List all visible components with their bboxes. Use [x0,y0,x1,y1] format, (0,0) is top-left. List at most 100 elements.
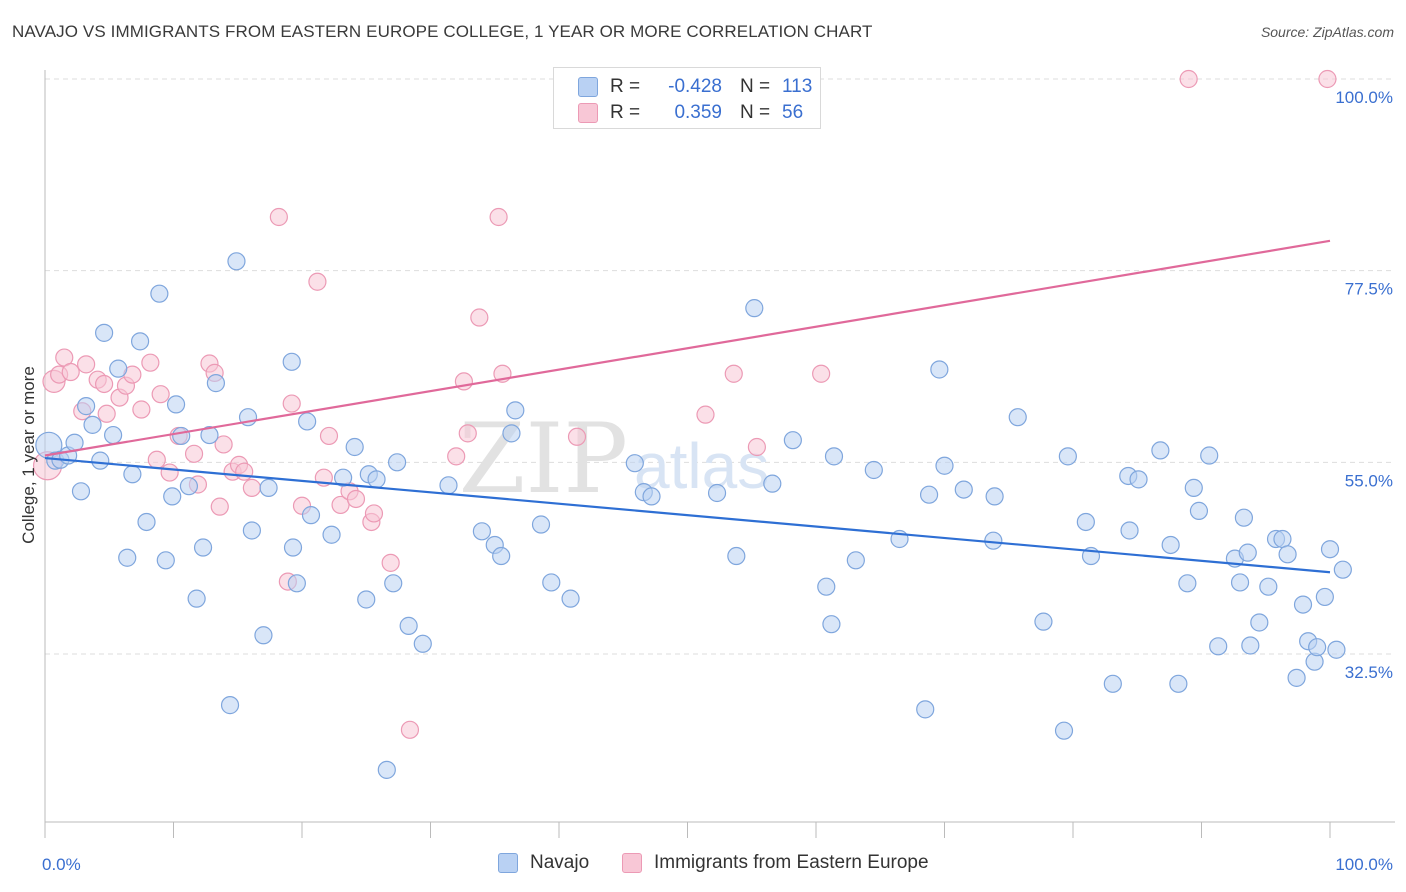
data-point-eastern-europe [364,504,384,523]
data-point-navajo [259,478,278,497]
data-point-navajo [283,538,303,557]
data-point-navajo [745,299,764,318]
data-point-navajo [1278,545,1297,564]
data-point-navajo [1259,577,1278,596]
data-point-eastern-europe [95,374,114,394]
data-point-eastern-europe [242,478,261,497]
data-point-navajo [172,426,191,446]
legend-r-value: -0.428 [668,76,722,97]
data-point-navajo [301,506,321,525]
data-point-navajo [822,615,841,634]
data-point-navajo [561,589,580,608]
data-point-navajo [1209,637,1228,656]
data-point-navajo [439,476,458,495]
data-point-navajo [625,454,644,473]
data-point-navajo [377,760,396,779]
legend-r-label: R = [610,102,641,123]
data-point-navajo [935,456,954,475]
legend-row-eastern-europe: R = 0.359 N = 56 [578,101,803,125]
data-point-eastern-europe [308,272,327,291]
data-point-navajo [707,483,727,503]
data-point-navajo [384,574,403,593]
legend-row-navajo: R = -0.428 N = 113 [578,75,812,99]
data-point-eastern-europe [184,444,204,463]
data-point-navajo [95,323,114,342]
data-point-eastern-europe [458,424,477,443]
data-point-navajo [150,284,169,303]
data-point-navajo [282,352,301,371]
data-point-navajo [200,425,219,445]
data-point-navajo [727,546,746,566]
data-point-navajo [334,468,353,487]
data-point-eastern-europe [470,308,489,327]
data-point-navajo [1008,408,1027,427]
data-point-navajo [242,521,261,540]
y-tick-label: 32.5% [1345,663,1393,682]
bottom-legend-swatch-navajo [498,853,518,873]
data-point-eastern-europe [489,207,508,227]
data-point-navajo [472,522,491,541]
data-point-eastern-europe [724,364,743,383]
data-point-navajo [1169,674,1188,693]
y-axis-label: College, 1 year or more [19,366,38,544]
data-point-eastern-europe [210,497,229,516]
bottom-legend-eastern-europe[interactable]: Immigrants from Eastern Europe [622,852,929,874]
data-point-eastern-europe [1179,69,1198,89]
x-tick-label: 0.0% [42,855,81,874]
data-point-navajo [413,634,432,653]
data-point-navajo [1273,529,1292,549]
bottom-legend: Navajo Immigrants from Eastern Europe [0,852,1406,878]
data-point-navajo [1161,535,1180,555]
data-point-navajo [824,447,844,466]
data-point-navajo [864,460,883,480]
data-point-eastern-europe [346,489,366,509]
bottom-legend-navajo[interactable]: Navajo [498,852,589,874]
data-point-navajo [1151,441,1170,460]
data-point-eastern-europe [812,364,831,383]
data-point-navajo [187,589,206,608]
data-point-navajo [1189,501,1209,520]
data-point-eastern-europe [447,447,466,466]
data-point-navajo [763,474,782,493]
data-point-navajo [502,424,521,443]
data-point-navajo [1315,587,1334,607]
data-point-navajo [1250,613,1269,632]
data-point-eastern-europe [97,404,116,423]
data-point-navajo [930,360,949,379]
data-point-navajo [1241,636,1260,655]
data-point-navajo [846,551,865,570]
data-point-eastern-europe [147,450,166,469]
data-point-navajo [193,538,213,557]
data-point-eastern-europe [151,385,170,404]
legend-n-value: 113 [782,76,813,97]
data-point-navajo [357,590,376,609]
data-point-navajo [1103,674,1122,693]
data-point-navajo [817,577,836,596]
data-point-navajo [227,252,246,271]
data-point-navajo [1238,543,1257,562]
data-point-navajo [783,431,802,450]
data-point-navajo [919,485,939,504]
data-point-eastern-europe [696,405,715,424]
data-point-navajo [1333,560,1352,579]
data-point-navajo [254,626,273,645]
data-point-navajo [104,425,123,445]
data-point-navajo [287,574,306,593]
data-point-navajo [91,451,110,470]
data-point-navajo [1200,446,1219,465]
watermark-zip: ZIP [459,403,628,515]
data-point-eastern-europe [567,427,587,446]
data-point-navajo [985,487,1004,506]
data-point-navajo [492,546,511,566]
data-point-navajo [399,616,418,635]
series-eastern-europe-points [32,69,1337,739]
data-point-navajo [179,477,199,496]
data-point-eastern-europe [160,463,179,482]
data-point-eastern-europe [381,553,400,572]
data-point-eastern-europe [141,353,160,372]
stats-legend: R = -0.428 N = 113 R = 0.359 N = 56 [553,67,821,129]
data-point-navajo [298,412,317,431]
data-point-navajo [123,465,142,484]
data-point-eastern-europe [235,462,254,481]
